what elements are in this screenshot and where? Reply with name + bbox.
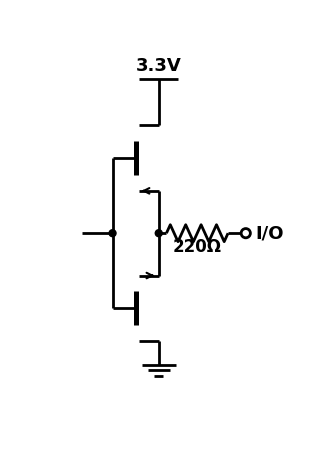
Circle shape	[155, 230, 162, 236]
Circle shape	[109, 230, 116, 236]
Text: I/O: I/O	[255, 224, 283, 242]
Text: 3.3V: 3.3V	[136, 57, 182, 75]
Text: 220Ω: 220Ω	[173, 238, 222, 256]
